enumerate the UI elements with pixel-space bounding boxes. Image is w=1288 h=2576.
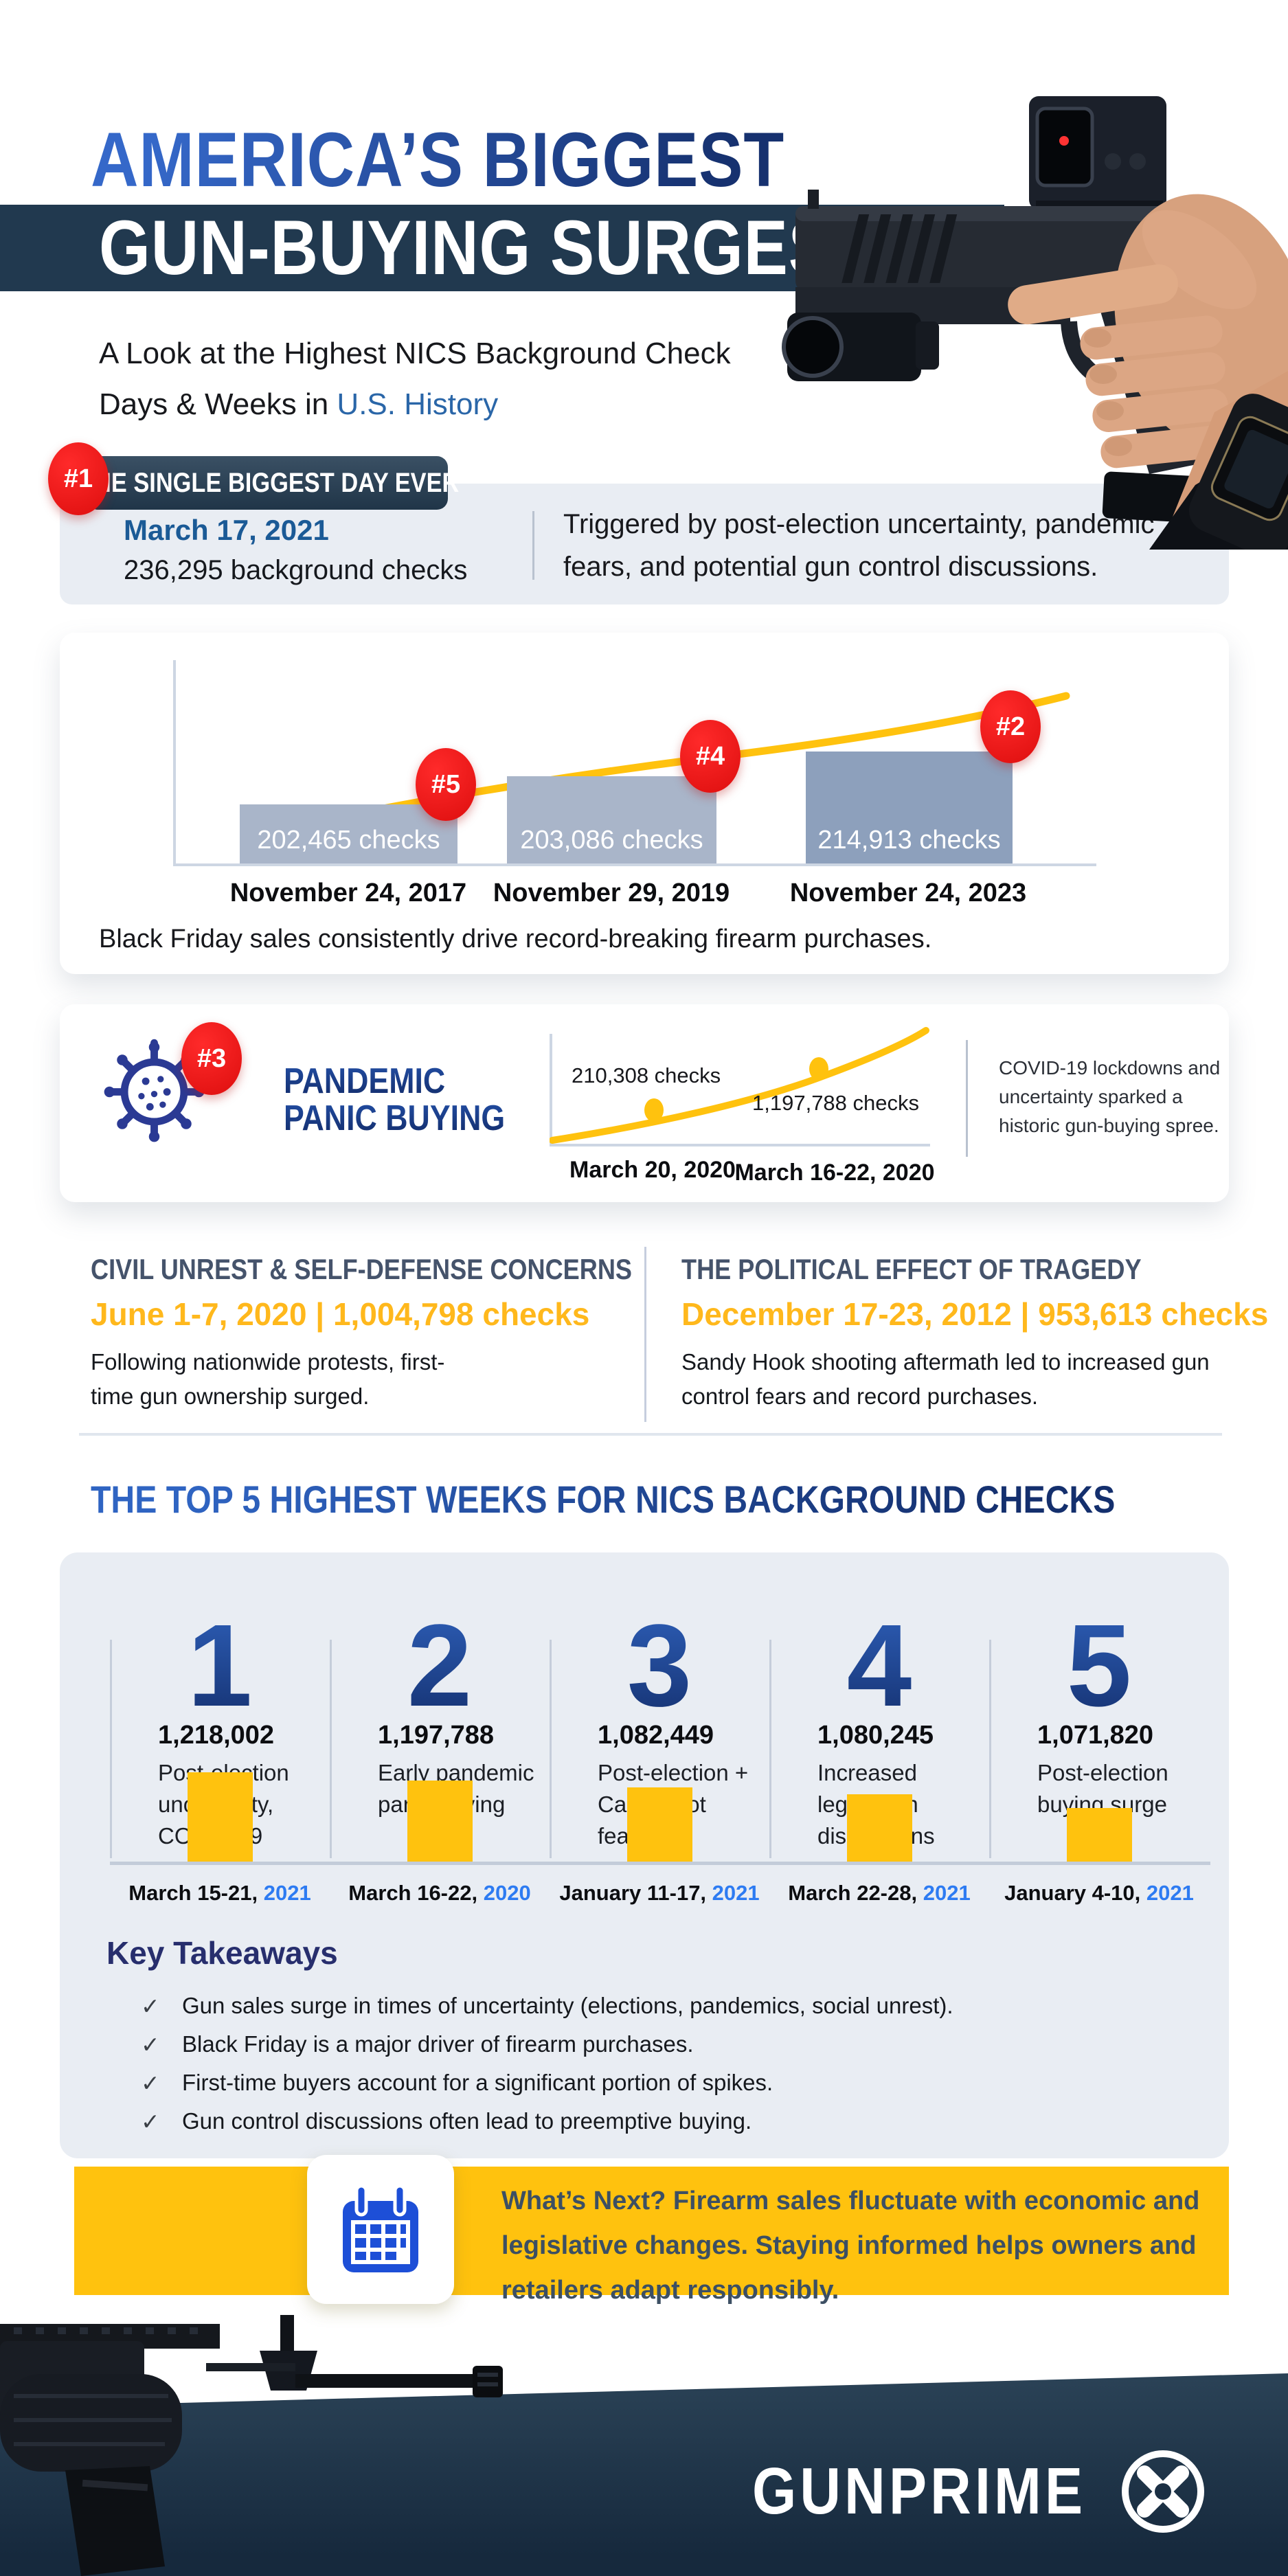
pandemic-point-label-2: 1,197,788 checks <box>752 1091 920 1115</box>
pandemic-title: PANDEMIC PANIC BUYING <box>284 1061 506 1138</box>
pandemic-date-2: March 16-22, 2020 <box>734 1160 935 1186</box>
takeaway-item-2: Black Friday is a major driver of firear… <box>182 2031 694 2057</box>
top5-date-1: March 15-21, 2021 <box>128 1881 311 1905</box>
civil-unrest-description: Following nationwide protests, first- ti… <box>91 1349 445 1409</box>
biggest-day-description: Triggered by post-election uncertainty, … <box>563 509 1155 582</box>
black-friday-date-2017: November 24, 2017 <box>229 879 467 907</box>
gunprime-x-logo-icon <box>1122 2450 1204 2533</box>
virus-icon <box>104 1039 205 1142</box>
top5-bar-3 <box>627 1787 692 1862</box>
check-icon: ✓ <box>141 1993 160 2019</box>
takeaway-item-1: Gun sales surge in times of uncertainty … <box>182 1993 953 2018</box>
rank-badge-4: #4 <box>680 720 741 793</box>
rank-badge-5: #5 <box>416 748 476 821</box>
top5-value-4: 1,080,245 <box>817 1721 934 1750</box>
pandemic-description: COVID-19 lockdowns and uncertainty spark… <box>999 1057 1221 1136</box>
civil-unrest-title: CIVIL UNREST & SELF-DEFENSE CONCERNS <box>91 1253 633 1285</box>
top5-title: THE TOP 5 HIGHEST WEEKS FOR NICS BACKGRO… <box>91 1478 1116 1521</box>
top5-rank-1: 1 <box>110 1601 330 1731</box>
check-icon: ✓ <box>141 2109 160 2134</box>
top5-desc-5: Post-election buying surge <box>1037 1760 1168 1817</box>
handgun-photo <box>782 96 1288 550</box>
takeaway-item-4: Gun control discussions often lead to pr… <box>182 2108 752 2134</box>
divider <box>110 1640 112 1858</box>
section-divider <box>79 1433 1222 1436</box>
whats-next-text: What’s Next? Firearm sales fluctuate wit… <box>501 2187 1200 2305</box>
divider <box>769 1640 771 1858</box>
subtitle-highlight: U.S. History <box>337 387 499 421</box>
rank-badge-3: #3 <box>181 1022 242 1095</box>
biggest-day-date: March 17, 2021 <box>124 514 329 546</box>
top5-value-1: 1,218,002 <box>158 1721 275 1750</box>
black-friday-date-2019: November 29, 2019 <box>493 879 730 907</box>
key-takeaways-heading: Key Takeaways <box>106 1935 338 1971</box>
page-subtitle: A Look at the Highest NICS Background Ch… <box>99 328 731 430</box>
top5-date-3: January 11-17, 2021 <box>559 1881 760 1905</box>
top5-value-3: 1,082,449 <box>598 1721 714 1750</box>
top5-rank-2: 2 <box>330 1601 550 1731</box>
check-icon: ✓ <box>141 2032 160 2057</box>
subtitle-line1: A Look at the Highest NICS Background Ch… <box>99 337 731 370</box>
black-friday-bar-2019: 203,086 checks <box>507 776 716 863</box>
top5-baseline <box>110 1862 1210 1865</box>
tragedy-stat: December 17-23, 2012 | 953,613 checks <box>681 1296 1269 1332</box>
divider <box>966 1040 968 1157</box>
divider <box>644 1247 646 1422</box>
biggest-day-checks: 236,295 background checks <box>124 555 468 585</box>
black-friday-bar-2023: 214,913 checks <box>806 752 1013 863</box>
page-title-line2: GUN-BUYING SURGES <box>99 205 833 291</box>
top5-rank-5: 5 <box>989 1601 1209 1731</box>
divider <box>532 511 534 580</box>
top5-bar-2 <box>407 1781 473 1862</box>
divider <box>330 1640 332 1858</box>
black-friday-chart-axes <box>173 660 1096 866</box>
pandemic-trend-line <box>550 1027 929 1144</box>
top5-date-2: March 16-22, 2020 <box>348 1881 531 1905</box>
whats-next-banner <box>74 2167 1229 2295</box>
rifle-photo <box>0 2315 503 2576</box>
black-friday-bar-2017: 202,465 checks <box>240 804 457 863</box>
divider <box>989 1640 991 1858</box>
rank-badge-1: #1 <box>48 442 109 515</box>
pandemic-point-label-1: 210,308 checks <box>572 1063 721 1087</box>
check-icon: ✓ <box>141 2070 160 2096</box>
takeaway-item-3: First-time buyers account for a signific… <box>182 2070 773 2095</box>
top5-rank-3: 3 <box>550 1601 769 1731</box>
footer <box>0 2373 1288 2576</box>
calendar-icon <box>343 2184 418 2272</box>
black-friday-caption: Black Friday sales consistently drive re… <box>99 925 932 953</box>
top5-value-2: 1,197,788 <box>378 1721 495 1750</box>
top5-value-5: 1,071,820 <box>1037 1721 1154 1750</box>
tragedy-title: THE POLITICAL EFFECT OF TRAGEDY <box>681 1253 1142 1285</box>
pandemic-card: #3 PANDEMIC PANIC BUYING 210,308 checks … <box>60 1004 1229 1202</box>
divider <box>550 1640 552 1858</box>
brand-logo: GUNPRIME <box>752 2454 1087 2528</box>
top5-bar-1 <box>188 1772 253 1862</box>
top5-rank-4: 4 <box>769 1601 989 1731</box>
calendar-card <box>307 2155 454 2304</box>
top5-date-4: March 22-28, 2021 <box>788 1881 971 1905</box>
subtitle-line2: Days & Weeks in U.S. History <box>99 387 499 421</box>
black-friday-date-2023: November 24, 2023 <box>789 879 1027 907</box>
page-title-line1: AMERICA’S BIGGEST <box>91 117 785 203</box>
top5-bar-4 <box>847 1794 912 1862</box>
tragedy-description: Sandy Hook shooting aftermath led to inc… <box>681 1349 1210 1409</box>
pandemic-chart-axes <box>550 1034 930 1146</box>
civil-unrest-stat: June 1-7, 2020 | 1,004,798 checks <box>91 1296 590 1332</box>
biggest-day-header: THE SINGLE BIGGEST DAY EVER <box>80 456 459 510</box>
top5-date-5: January 4-10, 2021 <box>1004 1881 1194 1905</box>
pandemic-date-1: March 20, 2020 <box>569 1157 736 1183</box>
top5-panel: 1 2 3 4 5 1,218,002 1,197,788 1,082,449 … <box>60 1552 1229 2158</box>
top5-bar-5 <box>1067 1808 1132 1862</box>
rank-badge-2: #2 <box>980 690 1041 763</box>
black-friday-card: 202,465 checks 203,086 checks 214,913 ch… <box>60 633 1229 974</box>
